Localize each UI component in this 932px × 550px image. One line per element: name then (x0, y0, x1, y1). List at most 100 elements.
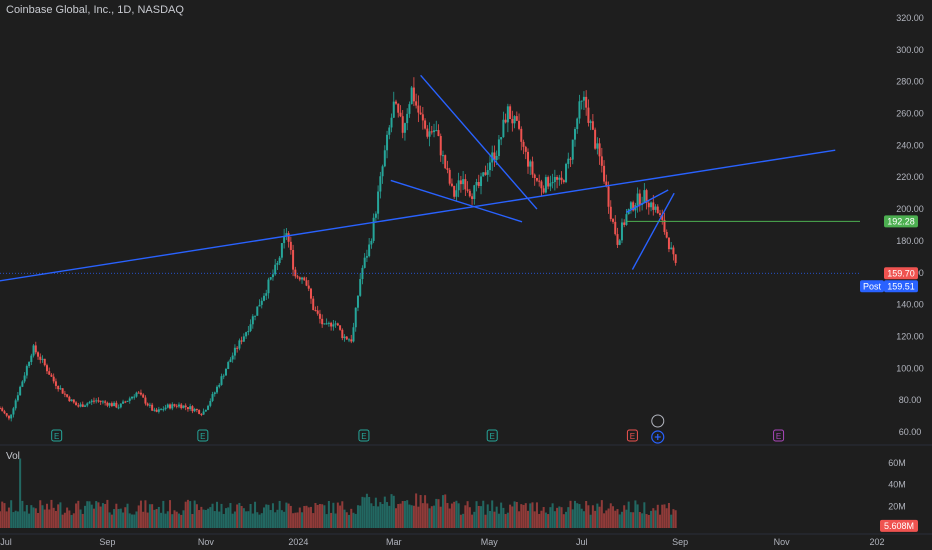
candle-body (612, 219, 615, 222)
volume-bar (32, 507, 35, 528)
candle-body (34, 345, 37, 353)
volume-bar (500, 502, 503, 528)
candle-body (218, 384, 221, 387)
candle-body (180, 404, 183, 409)
candle-body (92, 400, 95, 402)
volume-bar (263, 507, 265, 528)
candle-body (406, 113, 409, 124)
volume-bar (437, 499, 440, 528)
volume-bar (274, 512, 277, 528)
volume-bar (348, 514, 351, 528)
volume-bar (104, 503, 107, 528)
volume-bar (3, 503, 6, 528)
candle-body (603, 165, 606, 182)
volume-bar (48, 509, 51, 528)
candle-body (229, 359, 232, 363)
price-tick-label: 180.00 (896, 236, 924, 246)
volume-bar (424, 495, 427, 528)
volume-bar (135, 511, 138, 528)
candle-body (25, 366, 28, 376)
candle-body (540, 181, 543, 189)
candle-body (386, 134, 389, 151)
candle-body (486, 170, 489, 175)
volume-bar (520, 504, 523, 528)
earnings-marker (197, 429, 209, 442)
candle-body (650, 202, 653, 208)
volume-bar (625, 509, 628, 528)
earnings-marker (626, 429, 638, 442)
volume-bar (52, 507, 55, 528)
candle-body (43, 358, 46, 366)
candle-body (160, 409, 163, 411)
volume-bar (81, 513, 84, 528)
volume-bar (576, 503, 579, 528)
candle-body (509, 106, 512, 120)
volume-bar (399, 503, 402, 528)
volume-bar (287, 503, 290, 528)
candle-body (113, 402, 116, 407)
candle-body (578, 101, 581, 119)
time-tick-label: 2024 (288, 537, 308, 547)
price-tick-label: 240.00 (896, 140, 924, 150)
candle-body (231, 355, 234, 360)
volume-bar (144, 500, 147, 528)
volume-bar (202, 509, 205, 528)
volume-bar (72, 513, 75, 528)
volume-bar (368, 496, 371, 528)
volume-bar (137, 505, 140, 528)
volume-bar (173, 510, 176, 528)
candle-body (0, 408, 1, 410)
volume-bar (265, 504, 268, 528)
volume-bar (142, 511, 145, 528)
volume-bar (280, 510, 283, 528)
earnings-marker (486, 429, 498, 442)
volume-bar (211, 503, 214, 528)
volume-bar (623, 505, 626, 528)
candle-body (283, 235, 286, 244)
volume-bar (493, 511, 496, 528)
candle-body (336, 323, 339, 326)
volume-bar (401, 501, 404, 528)
volume-bar (419, 495, 422, 528)
candle-body (379, 176, 382, 192)
volume-bar (486, 504, 489, 528)
volume-bar (488, 511, 491, 528)
candle-body (576, 118, 579, 130)
volume-bar (560, 507, 563, 528)
candle-body (3, 411, 6, 414)
candle-body (352, 327, 355, 342)
candle-body (477, 182, 480, 187)
volume-bar (527, 510, 529, 528)
volume-bar (652, 508, 655, 528)
volume-bar (403, 500, 406, 528)
candle-body (52, 376, 55, 382)
candle-body (242, 336, 245, 342)
time-tick-label: Nov (198, 537, 215, 547)
volume-bar (95, 501, 98, 528)
volume-bar (359, 505, 362, 528)
price-tick-label: 280.00 (896, 77, 924, 87)
volume-bar (63, 512, 66, 528)
candle-body (50, 374, 53, 377)
volume-bar (645, 514, 648, 528)
trendline (420, 74, 538, 210)
candle-body (401, 116, 404, 133)
candle-body (330, 322, 333, 327)
volume-bar (426, 503, 429, 528)
volume-bar (171, 514, 174, 528)
candle-body (207, 405, 210, 410)
candle-body (298, 277, 301, 280)
candle-body (256, 306, 259, 316)
candle-body (522, 141, 525, 147)
volume-bar (361, 496, 364, 528)
volume-bar (99, 506, 102, 528)
candle-body (629, 202, 632, 210)
chart-title: Coinbase Global, Inc., 1D, NASDAQ (6, 4, 184, 16)
candles (0, 77, 677, 422)
candle-body (126, 400, 129, 402)
candle-body (110, 403, 113, 407)
volume-bar (200, 506, 203, 528)
candle-body (12, 408, 15, 415)
candle-body (265, 293, 268, 296)
